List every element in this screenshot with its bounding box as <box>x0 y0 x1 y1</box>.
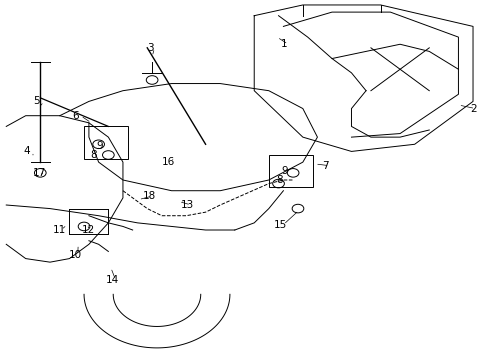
Text: 17: 17 <box>33 168 46 178</box>
Text: 16: 16 <box>162 157 175 167</box>
Text: 11: 11 <box>52 225 65 235</box>
Text: 12: 12 <box>81 225 95 235</box>
Text: 7: 7 <box>322 161 328 171</box>
Text: 8: 8 <box>90 150 97 160</box>
Text: 15: 15 <box>273 220 286 230</box>
Text: 10: 10 <box>68 250 81 260</box>
Text: 8: 8 <box>276 175 282 185</box>
Text: 6: 6 <box>72 111 79 121</box>
Text: 9: 9 <box>96 141 102 151</box>
Text: 5: 5 <box>33 96 40 107</box>
Text: 13: 13 <box>181 200 194 210</box>
Text: 9: 9 <box>281 166 287 176</box>
Text: 18: 18 <box>142 191 155 201</box>
Text: 14: 14 <box>106 275 119 285</box>
Text: 4: 4 <box>23 147 30 157</box>
Text: 1: 1 <box>281 39 287 49</box>
Text: 3: 3 <box>147 43 154 53</box>
Text: 2: 2 <box>469 104 476 113</box>
